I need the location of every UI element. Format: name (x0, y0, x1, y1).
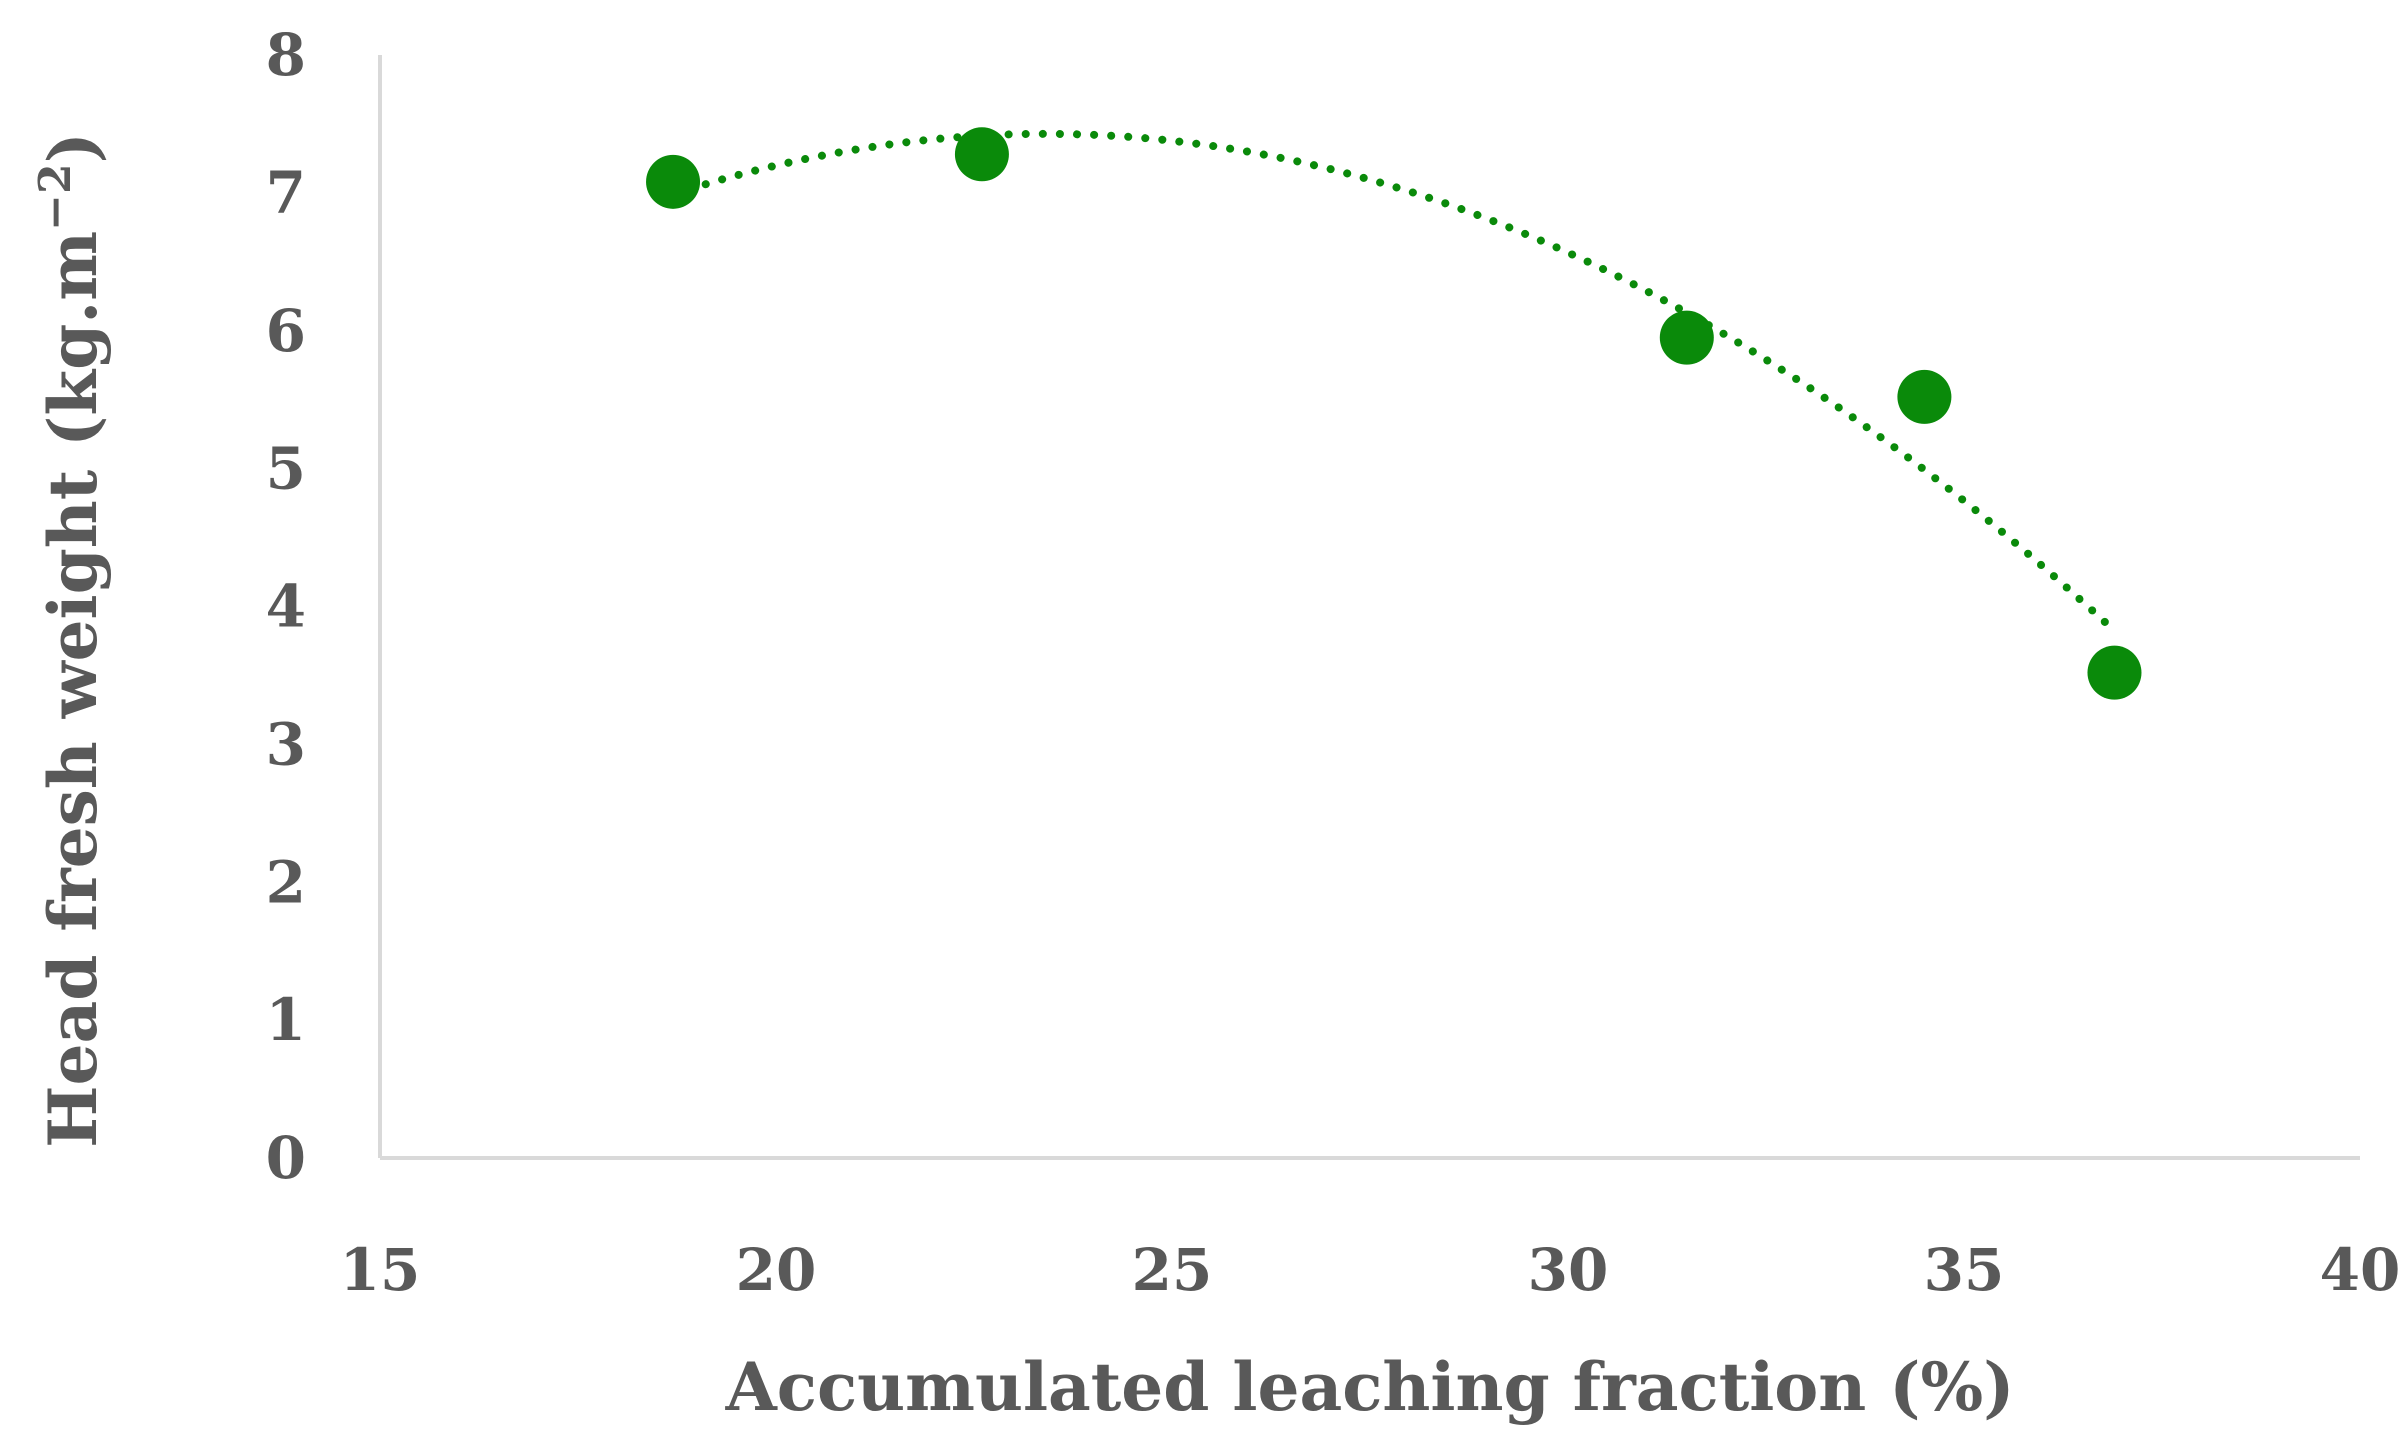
y-tick-label: 1 (266, 986, 306, 1054)
y-axis-title-superscript: −2 (30, 163, 81, 230)
x-tick-label: 40 (2320, 1236, 2401, 1304)
x-axis-title: Accumulated leaching fraction (%) (725, 1348, 2015, 1426)
y-tick-label: 0 (266, 1124, 306, 1192)
x-tick-label: 20 (736, 1236, 817, 1304)
data-point (2087, 645, 2142, 700)
y-tick-label: 6 (266, 297, 306, 365)
y-tick-label: 3 (266, 710, 306, 778)
trendline (669, 129, 2119, 635)
y-tick-label: 2 (266, 848, 306, 916)
axes (378, 55, 2360, 1160)
y-tick-label: 7 (266, 159, 306, 227)
y-tick-labels: 0 1 2 3 4 5 6 7 8 (266, 21, 306, 1192)
data-point (1659, 310, 1714, 365)
y-axis-title: Head fresh weight (kg.m−2) (30, 132, 112, 1148)
trendlines (669, 129, 2119, 635)
x-tick-label: 30 (1528, 1236, 1609, 1304)
data-point (1897, 369, 1952, 424)
x-tick-label: 15 (340, 1236, 421, 1304)
y-axis-title-main: Head fresh weight (kg.m (34, 231, 112, 1148)
data-points (646, 127, 2142, 700)
x-tick-labels: 15 20 25 30 35 40 (340, 1236, 2401, 1304)
x-tick-label: 25 (1132, 1236, 1213, 1304)
y-tick-label: 8 (266, 21, 306, 89)
y-tick-label: 4 (266, 573, 306, 641)
y-axis-title-close: ) (34, 132, 112, 163)
x-tick-label: 35 (1924, 1236, 2005, 1304)
data-point (954, 127, 1009, 182)
data-point (646, 154, 701, 209)
y-tick-label: 5 (266, 435, 306, 503)
